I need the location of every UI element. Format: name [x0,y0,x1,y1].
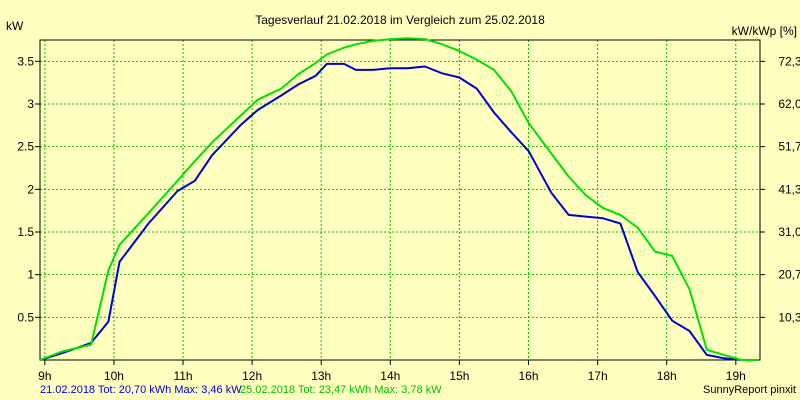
x-tick-label: 9h [38,369,51,383]
chart-title: Tagesverlauf 21.02.2018 im Vergleich zum… [255,13,545,27]
y-tick-label-right: 20,7 [778,268,800,282]
x-tick-label: 17h [588,369,608,383]
y-tick-label-left: 3 [27,97,34,111]
series-line-2 [39,37,759,361]
x-tick-label: 18h [657,369,677,383]
y-tick-label-right: 41,3 [778,182,800,196]
x-tick-label: 19h [726,369,746,383]
x-tick-label: 11h [173,369,192,383]
x-tick-label: 12h [242,369,262,383]
y-tick-label-left: 3.5 [17,54,34,68]
credit-text: SunnyReport pinxit [703,384,796,396]
y-tick-label-left: 1.5 [17,225,34,239]
y-tick-label-right: 31,0 [778,225,800,239]
legend-series-2: 25.02.2018 Tot: 23,47 kWh Max: 3,78 kW [240,384,442,396]
y-tick-label-left: 0.5 [17,310,34,324]
y-axis-label-right: kW/kWp [%] [732,24,797,38]
x-tick-label: 10h [104,369,124,383]
plot-area-frame [39,39,761,361]
x-tick-label: 15h [449,369,469,383]
y-tick-label-left: 2.5 [17,140,34,154]
series-line-1 [39,62,759,361]
y-axis-label-left: kW [6,19,24,33]
grid-layer [40,40,760,360]
x-tick-label: 13h [311,369,331,383]
x-tick-label: 16h [519,369,539,383]
ticks-layer: 9h 10h 11h 12h 13h 14h 15h 16h 17h 18h 19h 0.5 1 1.5 2… [17,54,800,383]
y-tick-label-right: 10,3 [778,310,800,324]
y-tick-label-right: 51,7 [778,140,800,154]
y-tick-label-left: 2 [27,182,34,196]
x-tick-label: 14h [380,369,400,383]
series-layer [39,37,759,361]
y-tick-label-right: 72,3 [778,54,800,68]
legend-series-1: 21.02.2018 Tot: 20,70 kWh Max: 3,46 kW [40,384,242,396]
y-tick-label-left: 1 [27,268,34,282]
y-tick-label-right: 62,0 [778,97,800,111]
